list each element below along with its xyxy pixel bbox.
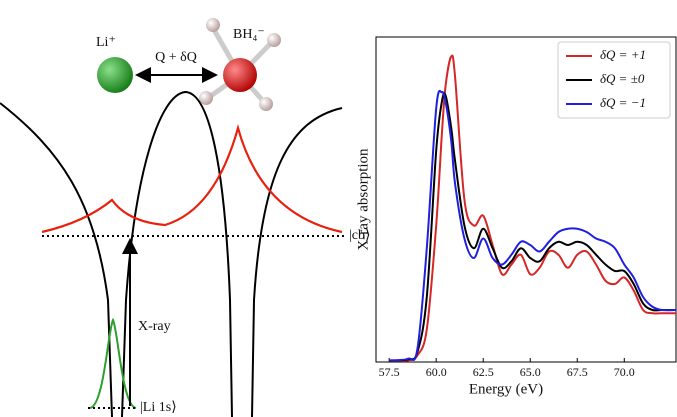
conduction-curve	[41, 123, 343, 234]
legend-label: δQ = ±0	[600, 71, 645, 86]
coordinate-label: Q + δQ	[155, 50, 197, 65]
schematic: Li⁺ Q + δQ BH₄⁻ |cb⟩ X-ray |Li 1s⟩	[0, 18, 370, 417]
core-peak	[89, 317, 137, 409]
legend-label: δQ = −1	[600, 95, 646, 110]
anion-label: BH₄⁻	[233, 27, 265, 42]
series-line	[389, 92, 676, 362]
x-tick-label: 67.5	[567, 365, 588, 379]
x-axis-label: Energy (eV)	[469, 381, 543, 397]
legend-box	[557, 41, 671, 119]
cb-label: |cb⟩	[349, 228, 370, 243]
x-tick-label: 60.0	[426, 365, 447, 379]
x-tick-label: 57.5	[379, 365, 400, 379]
li-ion	[97, 57, 133, 93]
axes-frame	[375, 36, 677, 363]
potential-curves	[0, 90, 343, 417]
series-line	[389, 54, 676, 363]
bh4-ion	[199, 18, 281, 111]
x-tick-label: 65.0	[520, 365, 541, 379]
y-axis-label: X-ray absorption	[355, 148, 371, 251]
cation-label: Li⁺	[96, 35, 116, 50]
x-tick-label: 62.5	[473, 365, 494, 379]
legend-label: δQ = +1	[600, 47, 646, 62]
xray-label: X-ray	[138, 319, 171, 334]
plot: 57.5 60.0 62.5 65.0 67.5 70.0 Energy (eV) X-ray…	[355, 36, 677, 397]
series-line	[389, 90, 677, 362]
core-label: |Li 1s⟩	[140, 400, 177, 415]
x-tick-label: 70.0	[614, 365, 635, 379]
